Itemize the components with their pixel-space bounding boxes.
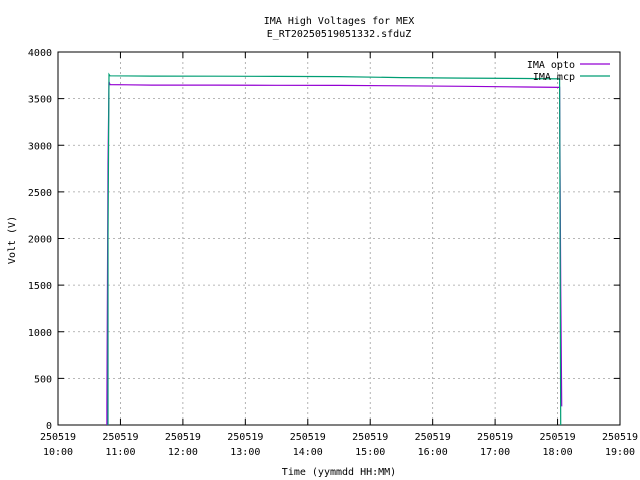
y-tick-label: 3500	[28, 95, 52, 106]
y-tick-label: 0	[46, 421, 52, 432]
x-tick-date: 250519	[602, 432, 638, 443]
series-line-ima-opto	[106, 81, 563, 425]
x-tick-time: 10:00	[43, 447, 73, 458]
legend-label: IMA mcp	[533, 72, 575, 83]
x-tick-date: 250519	[415, 432, 451, 443]
y-tick-label: 1500	[28, 281, 52, 292]
x-tick-date: 250519	[539, 432, 575, 443]
x-tick-time: 15:00	[355, 447, 385, 458]
y-tick-label: 1000	[28, 328, 52, 339]
x-tick-date: 250519	[290, 432, 326, 443]
ticks: 0 500 1000 1500 2000 2500 3000 3500 4000 250519 10…	[28, 48, 638, 458]
x-tick-date: 250519	[165, 432, 201, 443]
x-axis-label: Time (yymmdd HH:MM)	[282, 467, 396, 478]
legend-label: IMA opto	[527, 60, 575, 71]
series-layer	[106, 72, 563, 426]
chart-title: IMA High Voltages for MEX	[264, 16, 415, 27]
x-tick-time: 17:00	[480, 447, 510, 458]
chart-subtitle: E_RT20250519051332.sfduZ	[267, 29, 412, 40]
y-tick-label: 2000	[28, 235, 52, 246]
x-tick-date: 250519	[102, 432, 138, 443]
x-tick-time: 18:00	[543, 447, 573, 458]
x-tick-date: 250519	[477, 432, 513, 443]
y-axis-label: Volt (V)	[7, 216, 18, 264]
y-tick-label: 500	[34, 374, 52, 385]
grid-lines	[58, 52, 620, 425]
x-tick-time: 12:00	[168, 447, 198, 458]
y-tick-label: 4000	[28, 48, 52, 59]
x-tick-time: 19:00	[605, 447, 635, 458]
y-tick-label: 3000	[28, 141, 52, 152]
x-tick-time: 16:00	[418, 447, 448, 458]
x-tick-time: 11:00	[105, 447, 135, 458]
y-tick-label: 2500	[28, 188, 52, 199]
x-tick-time: 13:00	[230, 447, 260, 458]
x-tick-date: 250519	[227, 432, 263, 443]
x-tick-date: 250519	[40, 432, 76, 443]
x-tick-time: 14:00	[293, 447, 323, 458]
x-tick-date: 250519	[352, 432, 388, 443]
series-line-ima-mcp	[107, 72, 562, 426]
